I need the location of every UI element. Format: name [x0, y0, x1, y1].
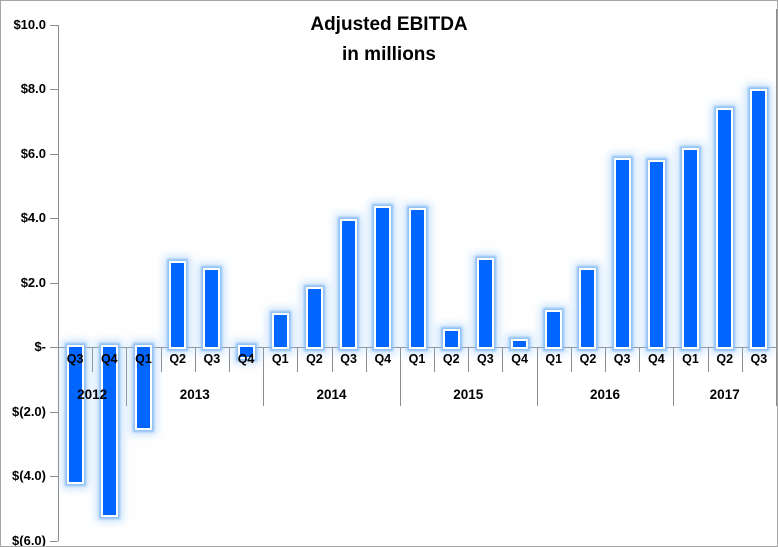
year-separator — [263, 347, 265, 406]
quarter-label-2013-q2: Q2 — [169, 352, 186, 366]
y-axis-tick-label: $2.0 — [20, 274, 46, 290]
y-axis-tick-label: $4.0 — [20, 210, 46, 225]
y-axis-tick-label: $10.0 — [13, 16, 46, 32]
y-axis-tick-label: $(2.0) — [12, 403, 46, 419]
y-axis-tick-mark — [50, 218, 58, 219]
quarter-separator — [365, 347, 367, 372]
quarter-label-2013-q3: Q3 — [203, 352, 221, 366]
quarter-label-2017-q2: Q2 — [716, 352, 734, 366]
y-axis-tick-label: $6.0 — [20, 145, 46, 161]
quarter-label-2016-q1: Q1 — [545, 352, 563, 366]
quarter-separator — [434, 347, 436, 372]
y-axis-tick-label: $(4.0) — [12, 468, 46, 483]
year-label-2015: 2015 — [453, 387, 484, 402]
bar-2016-q2 — [579, 267, 597, 349]
quarter-label-2015-q4: Q4 — [511, 352, 528, 366]
chart-title: Adjusted EBITDA — [310, 14, 468, 35]
year-label-2013: 2013 — [179, 387, 210, 402]
bar-2013-q2 — [169, 261, 187, 349]
y-axis-tick-mark — [50, 24, 58, 26]
bar-2014-q2 — [305, 286, 323, 349]
bar-2016-q3 — [613, 157, 631, 349]
quarter-separator — [297, 347, 299, 372]
y-axis-tick-mark — [50, 282, 58, 284]
bar-2016-q4 — [647, 159, 665, 349]
bar-2013-q3 — [203, 267, 221, 349]
y-axis-tick-mark — [50, 153, 58, 155]
year-separator — [399, 347, 401, 406]
chart-title-block: Adjusted EBITDA in millions — [1, 10, 777, 70]
bar-2015-q3 — [476, 257, 494, 349]
y-axis-tick-mark — [50, 476, 58, 477]
quarter-label-2015-q3: Q3 — [477, 352, 494, 366]
plot-right-border — [776, 9, 777, 406]
year-label-2012: 2012 — [77, 387, 108, 402]
quarter-separator — [468, 347, 470, 372]
bar-2012-q3 — [66, 345, 84, 485]
quarter-separator — [639, 347, 641, 372]
chart-subtitle: in millions — [342, 44, 436, 65]
y-axis-tick-mark — [50, 89, 58, 90]
quarter-label-2014-q4: Q4 — [374, 352, 392, 366]
y-axis-tick-mark — [50, 540, 58, 542]
quarter-separator — [331, 347, 333, 372]
year-separator — [673, 347, 675, 406]
bar-2012-q4 — [100, 345, 118, 517]
quarter-label-2015-q2: Q2 — [442, 352, 460, 366]
y-axis-line — [58, 24, 59, 541]
quarter-label-2014-q3: Q3 — [340, 352, 357, 366]
bar-2014-q1 — [271, 312, 289, 349]
bar-2015-q2 — [442, 328, 460, 349]
bar-2015-q4 — [511, 338, 529, 349]
year-separator — [536, 347, 538, 406]
y-axis-tick-label: $8.0 — [20, 81, 46, 96]
year-label-2014: 2014 — [316, 387, 347, 402]
bar-2015-q1 — [408, 207, 426, 349]
bar-2013-q4 — [237, 345, 255, 359]
quarter-separator — [570, 347, 572, 372]
quarter-label-2017-q1: Q1 — [682, 352, 699, 366]
bar-2017-q1 — [682, 148, 700, 349]
quarter-label-2013-q1: Q1 — [135, 352, 152, 366]
year-label-2016: 2016 — [590, 387, 621, 402]
quarter-label-2012-q3: Q3 — [66, 352, 84, 366]
quarter-label-2014-q2: Q2 — [306, 352, 323, 366]
bar-2014-q3 — [340, 219, 358, 349]
y-axis-tick-label: $- — [34, 339, 46, 354]
quarter-label-2012-q4: Q4 — [100, 352, 118, 366]
quarter-label-2013-q4: Q4 — [237, 352, 255, 366]
quarter-separator — [605, 347, 607, 372]
bar-2013-q1 — [134, 345, 152, 430]
quarter-label-2015-q1: Q1 — [408, 352, 426, 366]
quarter-separator — [92, 347, 94, 372]
y-axis-tick-mark — [50, 347, 58, 348]
quarter-label-2014-q1: Q1 — [271, 352, 289, 366]
quarter-separator — [502, 347, 504, 372]
bar-2014-q4 — [374, 206, 392, 349]
quarter-separator — [741, 347, 743, 372]
quarter-label-2017-q3: Q3 — [750, 352, 768, 366]
year-separator — [126, 347, 128, 406]
quarter-label-2016-q3: Q3 — [613, 352, 631, 366]
quarter-separator — [160, 347, 162, 372]
quarter-separator — [194, 347, 196, 372]
bar-2016-q1 — [545, 309, 563, 349]
year-label-2017: 2017 — [709, 387, 740, 402]
quarter-separator — [707, 347, 709, 372]
bar-2017-q2 — [716, 107, 734, 349]
bar-2017-q3 — [750, 88, 768, 349]
quarter-label-2016-q2: Q2 — [579, 352, 597, 366]
y-axis-tick-label: $(6.0) — [12, 532, 46, 547]
quarter-label-2016-q4: Q4 — [647, 352, 665, 366]
y-axis-tick-mark — [50, 411, 58, 413]
quarter-separator — [228, 347, 230, 372]
